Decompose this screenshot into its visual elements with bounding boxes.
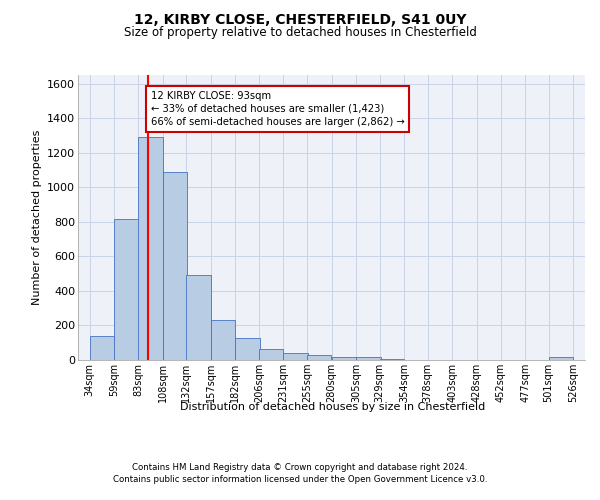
Bar — [283, 353, 308, 360]
Bar — [307, 356, 331, 360]
Bar — [235, 338, 260, 360]
Y-axis label: Number of detached properties: Number of detached properties — [32, 130, 41, 305]
Bar — [163, 172, 187, 360]
Bar — [259, 349, 283, 360]
Text: Contains HM Land Registry data © Crown copyright and database right 2024.: Contains HM Land Registry data © Crown c… — [132, 462, 468, 471]
Text: Size of property relative to detached houses in Chesterfield: Size of property relative to detached ho… — [124, 26, 476, 39]
Bar — [380, 359, 404, 360]
Bar — [186, 276, 211, 360]
Bar — [138, 137, 163, 360]
Bar — [211, 320, 235, 360]
Text: Distribution of detached houses by size in Chesterfield: Distribution of detached houses by size … — [181, 402, 485, 412]
Text: 12 KIRBY CLOSE: 93sqm
← 33% of detached houses are smaller (1,423)
66% of semi-d: 12 KIRBY CLOSE: 93sqm ← 33% of detached … — [151, 90, 404, 127]
Bar — [331, 356, 356, 360]
Bar — [115, 219, 139, 360]
Bar — [356, 358, 380, 360]
Text: Contains public sector information licensed under the Open Government Licence v3: Contains public sector information licen… — [113, 475, 487, 484]
Bar — [548, 358, 573, 360]
Bar — [90, 336, 115, 360]
Text: 12, KIRBY CLOSE, CHESTERFIELD, S41 0UY: 12, KIRBY CLOSE, CHESTERFIELD, S41 0UY — [134, 12, 466, 26]
